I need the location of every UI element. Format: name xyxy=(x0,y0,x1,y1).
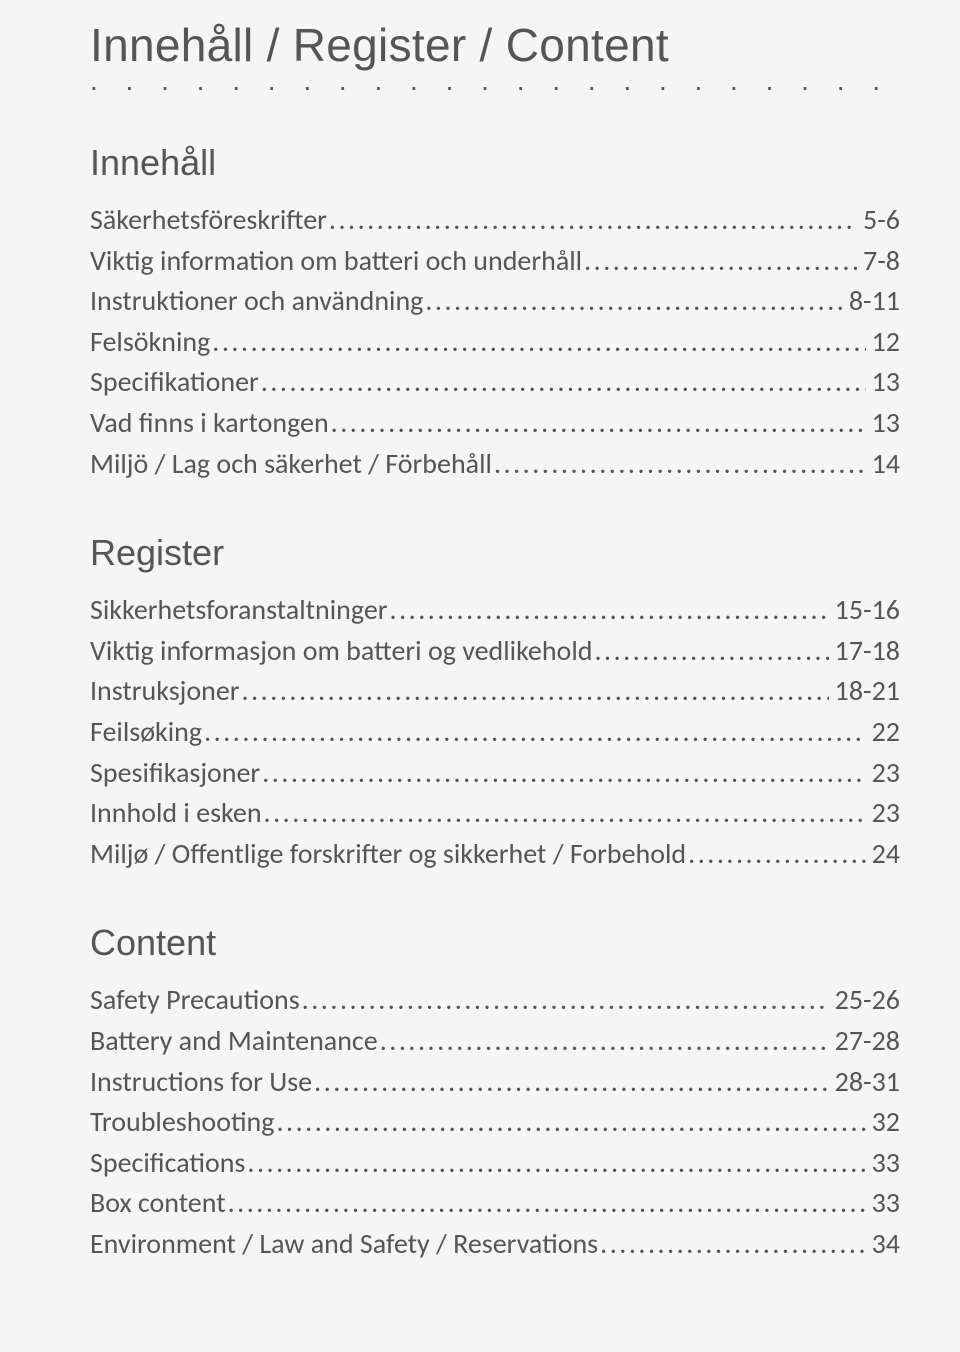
toc-row: Felsökning .............................… xyxy=(90,322,900,363)
toc-label: Box content xyxy=(90,1183,226,1224)
toc-page: 23 xyxy=(866,793,900,834)
toc-label: Sikkerhetsforanstaltninger xyxy=(90,590,388,631)
toc-row: Säkerhetsföreskrifter ..................… xyxy=(90,200,900,241)
toc-dots: ........................................… xyxy=(259,362,866,403)
toc-dots: ........................................… xyxy=(240,671,829,712)
toc-row: Miljø / Offentlige forskrifter og sikker… xyxy=(90,834,900,875)
toc-label: Specifications xyxy=(90,1143,245,1184)
toc-row: Miljö / Lag och säkerhet / Förbehåll ...… xyxy=(90,444,900,485)
toc-label: Specifikationer xyxy=(90,362,259,403)
toc-label: Säkerhetsföreskrifter xyxy=(90,200,327,241)
toc-dots: ........................................… xyxy=(202,712,866,753)
toc-page: 14 xyxy=(866,444,900,485)
toc-page: 33 xyxy=(866,1143,900,1184)
toc-dots: ........................................… xyxy=(327,200,857,241)
toc-page: 24 xyxy=(866,834,900,875)
toc-row: Instruksjoner ..........................… xyxy=(90,671,900,712)
toc-row: Troubleshooting ........................… xyxy=(90,1102,900,1143)
toc-page: 34 xyxy=(866,1224,900,1265)
toc-label: Innhold i esken xyxy=(90,793,262,834)
section-heading: Content xyxy=(90,922,900,964)
section-heading: Innehåll xyxy=(90,142,900,184)
document-page: Innehåll / Register / Content . . . . . … xyxy=(0,0,960,1352)
toc-section-register: Register Sikkerhetsforanstaltninger ....… xyxy=(90,532,900,874)
toc-label: Environment / Law and Safety / Reservati… xyxy=(90,1224,598,1265)
toc-label: Instructions for Use xyxy=(90,1062,312,1103)
toc-label: Miljö / Lag och säkerhet / Förbehåll xyxy=(90,444,492,485)
toc-row: Battery and Maintenance ................… xyxy=(90,1021,900,1062)
toc-label: Instruktioner och användning xyxy=(90,281,423,322)
toc-dots: ........................................… xyxy=(300,980,829,1021)
toc-label: Instruksjoner xyxy=(90,671,240,712)
toc-page: 22 xyxy=(866,712,900,753)
title-dotted-rule: . . . . . . . . . . . . . . . . . . . . … xyxy=(90,74,900,94)
toc-row: Spesifikasjoner ........................… xyxy=(90,753,900,794)
toc-row: Specifikationer ........................… xyxy=(90,362,900,403)
section-heading: Register xyxy=(90,532,900,574)
toc-page: 28-31 xyxy=(829,1062,900,1103)
toc-page: 13 xyxy=(866,362,900,403)
toc-dots: ........................................… xyxy=(492,444,866,485)
toc-dots: ........................................… xyxy=(378,1021,829,1062)
toc-row: Instruktioner och användning ...........… xyxy=(90,281,900,322)
toc-page: 7-8 xyxy=(857,241,900,282)
toc-row: Viktig information om batteri och underh… xyxy=(90,241,900,282)
toc-row: Environment / Law and Safety / Reservati… xyxy=(90,1224,900,1265)
toc-label: Safety Precautions xyxy=(90,980,300,1021)
toc-dots: ........................................… xyxy=(582,241,857,282)
toc-page: 27-28 xyxy=(829,1021,900,1062)
toc-page: 18-21 xyxy=(829,671,900,712)
toc-section-innehall: Innehåll Säkerhetsföreskrifter .........… xyxy=(90,142,900,484)
toc-dots: ........................................… xyxy=(260,753,865,794)
toc-page: 13 xyxy=(866,403,900,444)
toc-dots: ........................................… xyxy=(686,834,865,875)
toc-label: Feilsøking xyxy=(90,712,202,753)
toc-dots: ........................................… xyxy=(210,322,865,363)
toc-row: Innhold i esken ........................… xyxy=(90,793,900,834)
toc-page: 32 xyxy=(866,1102,900,1143)
toc-dots: ........................................… xyxy=(274,1102,865,1143)
toc-label: Troubleshooting xyxy=(90,1102,274,1143)
toc-row: Sikkerhetsforanstaltninger .............… xyxy=(90,590,900,631)
toc-row: Specifications .........................… xyxy=(90,1143,900,1184)
toc-row: Instructions for Use ...................… xyxy=(90,1062,900,1103)
toc-dots: ........................................… xyxy=(423,281,842,322)
toc-page: 15-16 xyxy=(829,590,900,631)
toc-row: Viktig informasjon om batteri og vedlike… xyxy=(90,631,900,672)
toc-page: 17-18 xyxy=(829,631,900,672)
toc-section-content: Content Safety Precautions .............… xyxy=(90,922,900,1264)
toc-dots: ........................................… xyxy=(388,590,829,631)
toc-label: Vad finns i kartongen xyxy=(90,403,329,444)
toc-row: Vad finns i kartongen ..................… xyxy=(90,403,900,444)
toc-row: Feilsøking .............................… xyxy=(90,712,900,753)
toc-page: 33 xyxy=(866,1183,900,1224)
toc-row: Safety Precautions .....................… xyxy=(90,980,900,1021)
toc-label: Felsökning xyxy=(90,322,210,363)
toc-label: Viktig informasjon om batteri og vedlike… xyxy=(90,631,592,672)
toc-label: Spesifikasjoner xyxy=(90,753,260,794)
toc-page: 5-6 xyxy=(857,200,900,241)
toc-label: Battery and Maintenance xyxy=(90,1021,378,1062)
toc-dots: ........................................… xyxy=(312,1062,829,1103)
toc-page: 8-11 xyxy=(843,281,900,322)
toc-dots: ........................................… xyxy=(262,793,866,834)
toc-label: Miljø / Offentlige forskrifter og sikker… xyxy=(90,834,686,875)
toc-dots: ........................................… xyxy=(592,631,828,672)
toc-dots: ........................................… xyxy=(598,1224,865,1265)
toc-dots: ........................................… xyxy=(329,403,866,444)
toc-page: 25-26 xyxy=(829,980,900,1021)
toc-page: 23 xyxy=(866,753,900,794)
toc-dots: ........................................… xyxy=(245,1143,865,1184)
page-title: Innehåll / Register / Content xyxy=(90,18,900,72)
toc-row: Box content ............................… xyxy=(90,1183,900,1224)
toc-dots: ........................................… xyxy=(226,1183,866,1224)
toc-label: Viktig information om batteri och underh… xyxy=(90,241,582,282)
toc-page: 12 xyxy=(866,322,900,363)
